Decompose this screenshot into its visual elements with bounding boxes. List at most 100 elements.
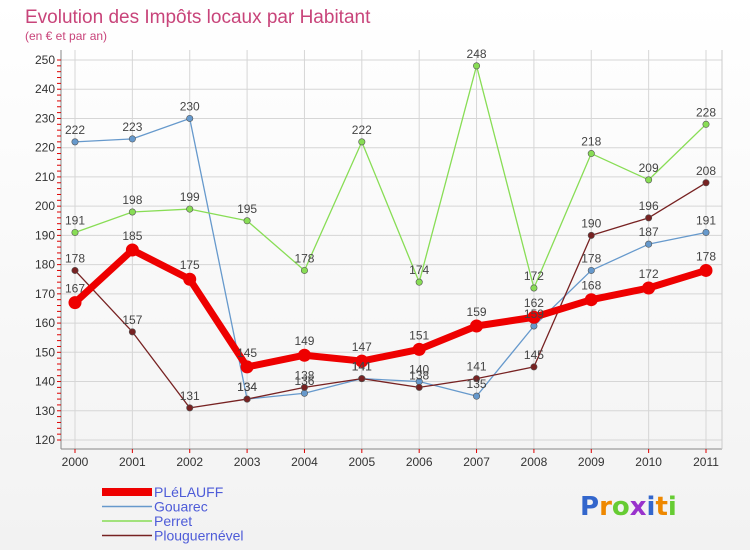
logo-letter: t <box>655 492 667 522</box>
y-tick-label: 190 <box>35 228 55 242</box>
y-tick-label: 210 <box>35 170 55 184</box>
data-point-plelauff <box>470 319 484 333</box>
x-tick-label: 2004 <box>291 455 318 469</box>
chart-subtitle: (en € et par an) <box>25 29 107 43</box>
y-tick-label: 220 <box>35 141 55 155</box>
data-label-gouarec: 222 <box>65 123 85 137</box>
data-point-plouguernevel <box>415 383 423 391</box>
y-tick-label: 240 <box>35 82 55 96</box>
data-point-perret <box>71 228 79 236</box>
series-line-perret <box>74 65 707 289</box>
data-point-perret <box>473 62 481 70</box>
data-label-gouarec: 140 <box>409 363 429 377</box>
data-label-gouarec: 136 <box>294 374 314 388</box>
data-label-gouarec: 141 <box>352 360 372 374</box>
data-label-plelauff: 149 <box>294 334 314 348</box>
data-label-perret: 199 <box>180 190 200 204</box>
x-tick-label: 2009 <box>578 455 605 469</box>
data-point-plelauff <box>125 243 139 257</box>
data-point-gouarec <box>530 322 538 330</box>
data-point-gouarec <box>186 114 194 122</box>
proxiti-logo: Proxiti <box>580 492 677 522</box>
data-point-perret <box>587 150 595 158</box>
data-label-gouarec: 191 <box>696 213 716 227</box>
data-label-plouguernevel: 141 <box>352 360 372 374</box>
data-point-plelauff <box>527 310 541 324</box>
x-tick-label: 2010 <box>635 455 662 469</box>
logo-letter: r <box>599 492 612 522</box>
legend-label-gouarec: Gouarec <box>154 499 208 515</box>
data-label-perret: 228 <box>696 105 716 119</box>
series <box>68 62 713 412</box>
data-label-plouguernevel: 157 <box>122 313 142 327</box>
x-tick-label: 2001 <box>119 455 146 469</box>
data-point-plelauff <box>68 296 82 310</box>
data-label-plouguernevel: 138 <box>409 368 429 382</box>
data-label-plelauff: 147 <box>352 340 372 354</box>
data-label-plelauff: 167 <box>65 282 85 296</box>
data-point-perret <box>702 120 710 128</box>
data-point-plelauff <box>240 360 254 374</box>
data-point-gouarec <box>473 392 481 400</box>
logo-letter: i <box>647 492 656 522</box>
data-point-plelauff <box>699 263 713 277</box>
axes: 120 130 140 150 160 170 180 190 200 210 220 230 240 2… <box>35 50 723 469</box>
data-label-perret: 178 <box>294 251 314 265</box>
data-label-plelauff: 185 <box>122 229 142 243</box>
data-label-perret: 222 <box>352 123 372 137</box>
data-label-plouguernevel: 178 <box>65 251 85 265</box>
x-tick-label: 2005 <box>348 455 375 469</box>
y-tick-label: 170 <box>35 287 55 301</box>
data-point-perret <box>415 278 423 286</box>
x-tick-label: 2003 <box>234 455 261 469</box>
y-tick-label: 150 <box>35 345 55 359</box>
data-point-plelauff <box>584 293 598 307</box>
data-label-gouarec: 230 <box>180 99 200 113</box>
data-label-plouguernevel: 208 <box>696 164 716 178</box>
legend-label-plelauff: PLéLAUFF <box>154 484 223 500</box>
data-point-gouarec <box>587 266 595 274</box>
x-tick-label: 2000 <box>62 455 89 469</box>
logo-letter: o <box>612 492 630 522</box>
data-point-perret <box>243 217 251 225</box>
data-label-plelauff: 168 <box>581 279 601 293</box>
data-point-perret <box>530 284 538 292</box>
series-line-plelauff <box>71 246 710 371</box>
y-tick-label: 200 <box>35 199 55 213</box>
x-tick-label: 2007 <box>463 455 490 469</box>
x-tick-label: 2008 <box>521 455 548 469</box>
data-label-plouguernevel: 134 <box>237 380 257 394</box>
data-point-plouguernevel <box>243 395 251 403</box>
data-label-perret: 218 <box>581 135 601 149</box>
data-point-gouarec <box>128 135 136 143</box>
y-tick-label: 120 <box>35 433 55 447</box>
data-point-plouguernevel <box>128 328 136 336</box>
data-label-plouguernevel: 145 <box>524 348 544 362</box>
data-point-plouguernevel <box>645 214 653 222</box>
data-point-gouarec <box>645 240 653 248</box>
y-tick-label: 130 <box>35 404 55 418</box>
data-point-plouguernevel <box>300 383 308 391</box>
data-point-perret <box>128 208 136 216</box>
data-point-perret <box>300 266 308 274</box>
data-label-plouguernevel: 196 <box>639 199 659 213</box>
data-point-plouguernevel <box>358 375 366 383</box>
data-point-plelauff <box>297 348 311 362</box>
data-label-gouarec: 187 <box>639 225 659 239</box>
x-tick-label: 2006 <box>406 455 433 469</box>
x-tick-label: 2011 <box>693 455 719 469</box>
data-label-gouarec: 134 <box>237 380 257 394</box>
data-point-plelauff <box>183 272 197 286</box>
data-point-plelauff <box>642 281 656 295</box>
data-point-plouguernevel <box>473 375 481 383</box>
data-label-plouguernevel: 190 <box>581 216 601 230</box>
data-point-plouguernevel <box>530 363 538 371</box>
data-labels: 222 223 230 134 136 141 140 135 159 178 187 191 191 1… <box>65 47 716 403</box>
data-point-gouarec <box>702 228 710 236</box>
data-point-gouarec <box>71 138 79 146</box>
data-point-gouarec <box>300 389 308 397</box>
grid <box>61 50 722 449</box>
